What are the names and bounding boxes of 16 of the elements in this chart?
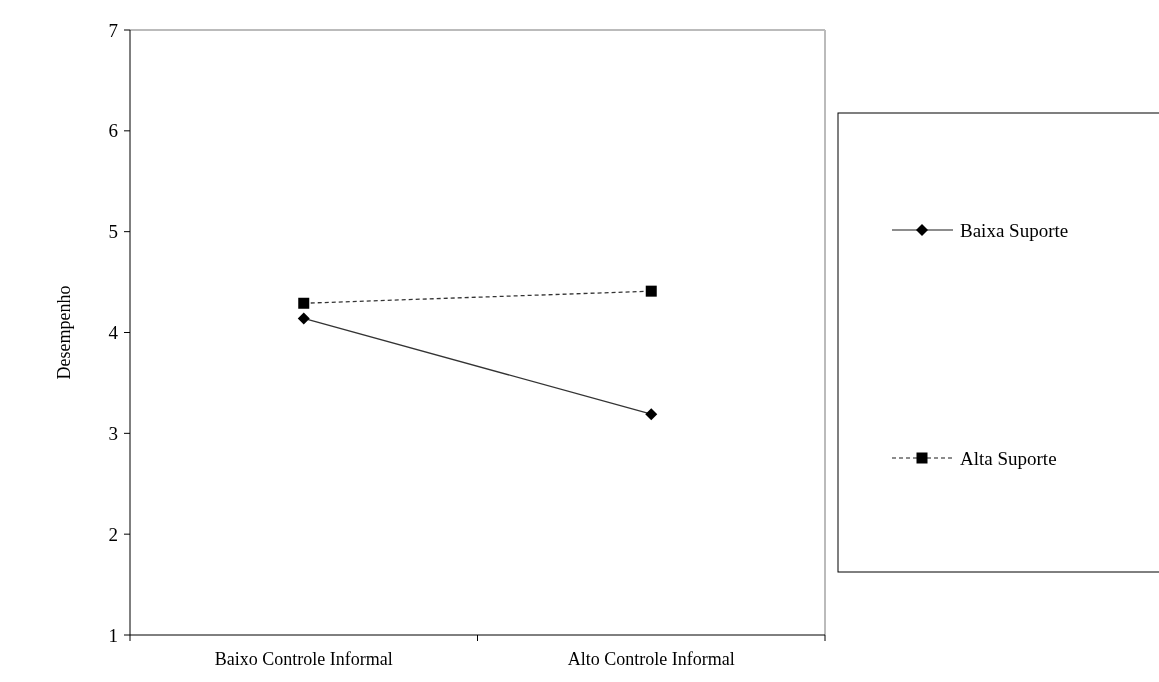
y-tick-label: 7: [108, 19, 118, 41]
y-axis-title: Desempenho: [54, 285, 74, 380]
y-tick-label: 1: [108, 624, 118, 646]
point: [645, 408, 658, 421]
y-tick-label: 3: [108, 422, 118, 444]
y-tick-label: 6: [108, 120, 118, 142]
legend-label: Alta Suporte: [960, 447, 1057, 469]
y-tick-label: 2: [108, 523, 118, 545]
legend-label: Baixa Suporte: [960, 219, 1069, 241]
x-tick-label: Baixo Controle Informal: [214, 649, 393, 669]
x-tick-label: Alto Controle Informal: [567, 649, 735, 669]
y-tick-label: 5: [108, 221, 118, 243]
point: [645, 285, 657, 297]
point: [298, 297, 310, 309]
point: [297, 312, 310, 325]
y-tick-label: 4: [108, 322, 119, 344]
